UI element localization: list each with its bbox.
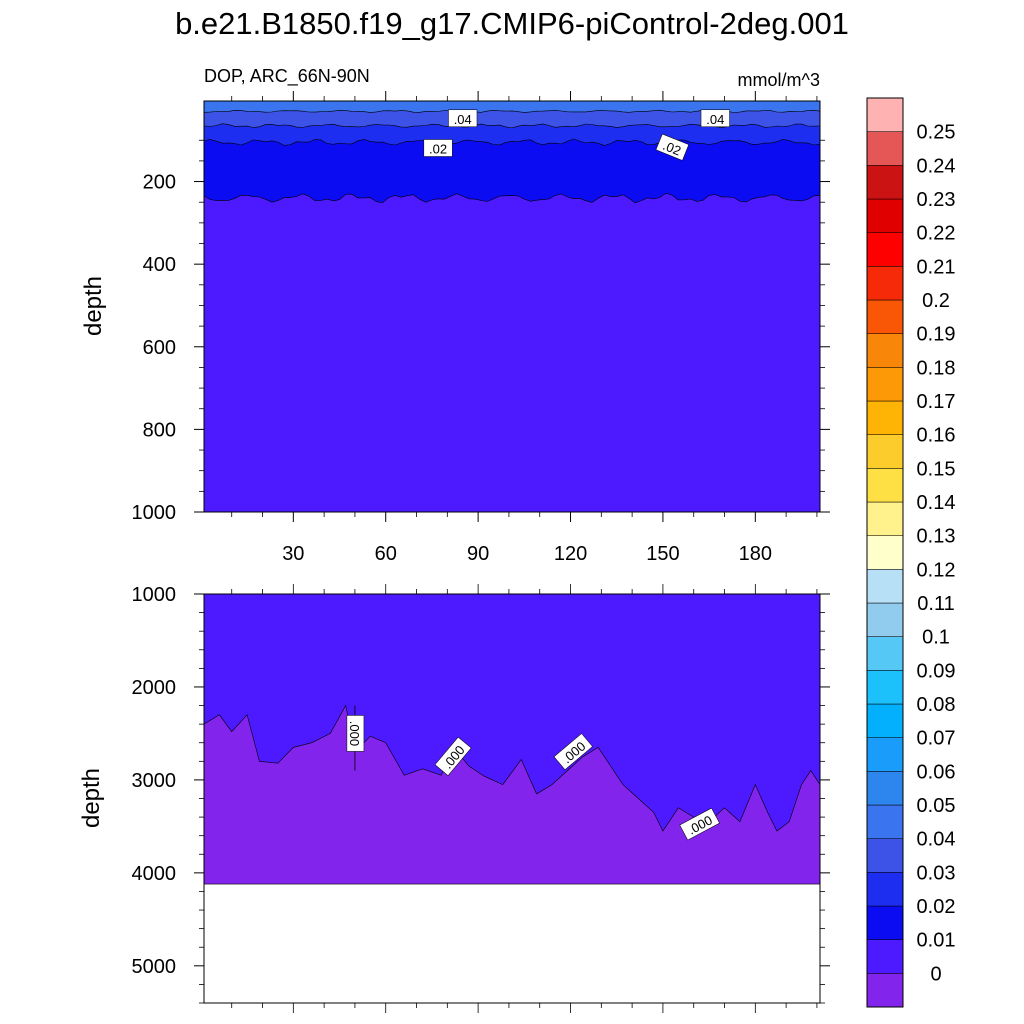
colorbar-box (866, 804, 904, 839)
colorbar-label: 0.13 (917, 526, 956, 548)
top-contour-label: .04 (448, 109, 478, 128)
colorbar-label: 0.01 (917, 930, 956, 952)
top-contour-label: .02 (655, 133, 690, 161)
colorbar-label: 0.04 (917, 829, 956, 851)
colorbar-box (866, 266, 904, 301)
top-y-tick-label: 600 (143, 337, 176, 359)
bottom-contour-label: .000 (346, 715, 365, 752)
bottom-contour-label-box (679, 807, 720, 841)
colorbar-box (866, 434, 904, 469)
bottom-y-tick-label: 5000 (132, 956, 177, 978)
top-y-tick-label: 800 (143, 419, 176, 441)
top-y-tick-label: 200 (143, 172, 176, 194)
colorbar-frame (866, 97, 904, 1008)
colorbar-box (866, 468, 904, 503)
colorbar-box (866, 501, 904, 536)
top-x-tick-label: 90 (467, 543, 489, 565)
colorbar-box (866, 299, 904, 334)
colorbar-label: 0.22 (917, 223, 956, 245)
colorbar-label: 0.06 (917, 761, 956, 783)
colorbar-label: 0.23 (917, 189, 956, 211)
colorbar-box (866, 670, 904, 705)
colorbar-box (866, 333, 904, 368)
colorbar-box (866, 400, 904, 435)
bottom-contour-label-box (434, 736, 472, 776)
colorbar-label: 0.02 (917, 896, 956, 918)
top-x-tick-label: 120 (554, 543, 587, 565)
chart-title: b.e21.B1850.f19_g17.CMIP6-piControl-2deg… (175, 6, 849, 41)
top-panel: DOP, ARC_66N-90N mmol/m^3 depth 200 400 60… (80, 66, 830, 565)
bottom-y-tick-label: 4000 (132, 863, 177, 885)
colorbar-box (866, 131, 904, 166)
colorbar-box (866, 973, 904, 1008)
top-x-tick-label: 150 (646, 543, 679, 565)
colorbar-label: 0.19 (917, 324, 956, 346)
colorbar-label: 0.1 (922, 627, 950, 649)
top-x-tick-label: 180 (739, 543, 772, 565)
bottom-y-tick-label: 1000 (132, 584, 177, 606)
top-contour-label-box (448, 109, 478, 128)
colorbar-box (866, 97, 904, 132)
colorbar-label: 0.09 (917, 660, 956, 682)
colorbar-label: 0.21 (917, 256, 956, 278)
colorbar-box (866, 905, 904, 940)
top-y-tick-label: 1000 (132, 502, 177, 524)
colorbar-label: 0.2 (922, 290, 950, 312)
colorbar-box (866, 838, 904, 873)
bottom-contour-label-text: .000 (347, 721, 362, 746)
colorbar-box (866, 232, 904, 267)
top-contour-label-text: .04 (454, 112, 472, 127)
colorbar-label: 0.24 (917, 155, 956, 177)
bottom-contour-label-box (553, 733, 593, 771)
colorbar-label: 0.12 (917, 559, 956, 581)
colorbar-box (866, 569, 904, 604)
bottom-y-tick-label: 2000 (132, 677, 177, 699)
colorbar-box (866, 602, 904, 637)
top-y-tick-label: 400 (143, 254, 176, 276)
top-panel-units-label: mmol/m^3 (738, 70, 820, 90)
top-x-tick-label: 30 (282, 543, 304, 565)
colorbar-box (866, 165, 904, 200)
colorbar-box (866, 939, 904, 974)
top-contour-label: .04 (700, 109, 730, 128)
colorbar-box (866, 872, 904, 907)
top-x-tick-label: 60 (375, 543, 397, 565)
colorbar-label: 0.16 (917, 425, 956, 447)
colorbar-label: 0.03 (917, 862, 956, 884)
colorbar-label: 0.05 (917, 795, 956, 817)
colorbar-label: 0.07 (917, 728, 956, 750)
colorbar-label: 0 (930, 963, 941, 985)
colorbar-label: 0.17 (917, 391, 956, 413)
top-contour-label-box (655, 133, 690, 161)
top-contour-label-text: .02 (661, 138, 683, 159)
colorbar-box (866, 771, 904, 806)
colorbar-label: 0.14 (917, 492, 956, 514)
top-y-axis-title: depth (80, 276, 107, 336)
top-contour-label: .02 (423, 139, 453, 157)
colorbar-label: 0.15 (917, 458, 956, 480)
top-contour-label-box (700, 109, 730, 128)
top-contour-label-box (423, 139, 453, 157)
top-panel-variable-label: DOP, ARC_66N-90N (204, 66, 370, 87)
colorbar-box (866, 737, 904, 772)
colorbar-box (866, 198, 904, 233)
bottom-y-tick-label: 3000 (132, 770, 177, 792)
top-plot-frame (203, 100, 821, 513)
top-contour-label-text: .02 (429, 142, 447, 157)
colorbar-box (866, 535, 904, 570)
colorbar-label: 0.18 (917, 357, 956, 379)
bottom-contour-label-box (346, 715, 365, 752)
colorbar-label: 0.08 (917, 694, 956, 716)
colorbar-box (866, 636, 904, 671)
top-contour-label-text: .04 (706, 112, 724, 127)
colorbar: 0 0.01 0.02 0.03 0.04 0.05 0.06 0.07 0.08 0.09 0.1… (866, 97, 956, 1008)
bottom-y-axis-title: depth (78, 768, 105, 828)
colorbar-label: 0.11 (917, 593, 954, 615)
colorbar-box (866, 367, 904, 402)
colorbar-label: 0.25 (917, 122, 956, 144)
bottom-panel: depth 10002000300040005000.000.000.000.0… (78, 584, 830, 1013)
colorbar-box (866, 703, 904, 738)
